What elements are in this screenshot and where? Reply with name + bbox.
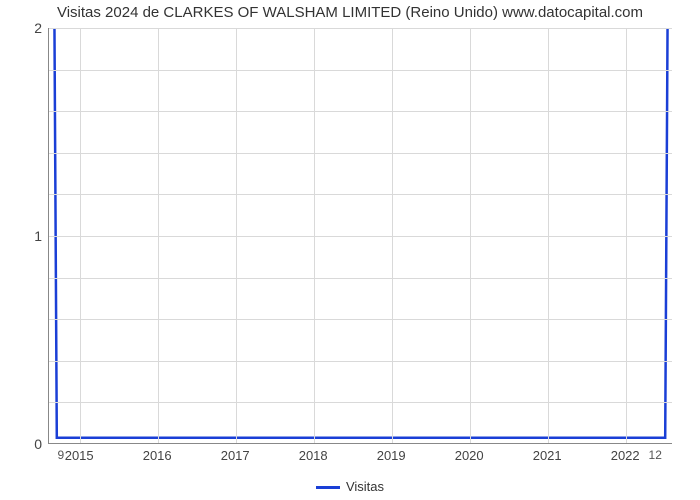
chart-title: Visitas 2024 de CLARKES OF WALSHAM LIMIT…: [0, 4, 700, 21]
gridline-horizontal: [49, 28, 672, 29]
gridline-horizontal-minor: [49, 402, 672, 403]
gridline-horizontal-minor: [49, 111, 672, 112]
endpoint-label: 12: [649, 448, 662, 462]
legend-label: Visitas: [346, 479, 384, 494]
y-tick-label: 1: [34, 228, 42, 244]
y-tick-label: 2: [34, 20, 42, 36]
gridline-horizontal-minor: [49, 194, 672, 195]
x-tick-label: 2016: [143, 448, 172, 463]
x-tick-label: 2015: [65, 448, 94, 463]
y-tick-label: 0: [34, 436, 42, 452]
x-tick-label: 2022: [611, 448, 640, 463]
endpoint-label: 9: [57, 448, 64, 462]
x-tick-label: 2019: [377, 448, 406, 463]
legend: Visitas: [0, 479, 700, 494]
gridline-horizontal: [49, 236, 672, 237]
series-visitas: [54, 28, 667, 438]
x-tick-label: 2021: [533, 448, 562, 463]
x-tick-label: 2017: [221, 448, 250, 463]
gridline-horizontal-minor: [49, 153, 672, 154]
legend-swatch: [316, 486, 340, 489]
gridline-horizontal-minor: [49, 278, 672, 279]
gridline-horizontal-minor: [49, 70, 672, 71]
plot-area: [48, 28, 672, 444]
chart: Visitas 2024 de CLARKES OF WALSHAM LIMIT…: [0, 0, 700, 500]
x-tick-label: 2020: [455, 448, 484, 463]
x-tick-label: 2018: [299, 448, 328, 463]
gridline-horizontal-minor: [49, 319, 672, 320]
gridline-horizontal-minor: [49, 361, 672, 362]
